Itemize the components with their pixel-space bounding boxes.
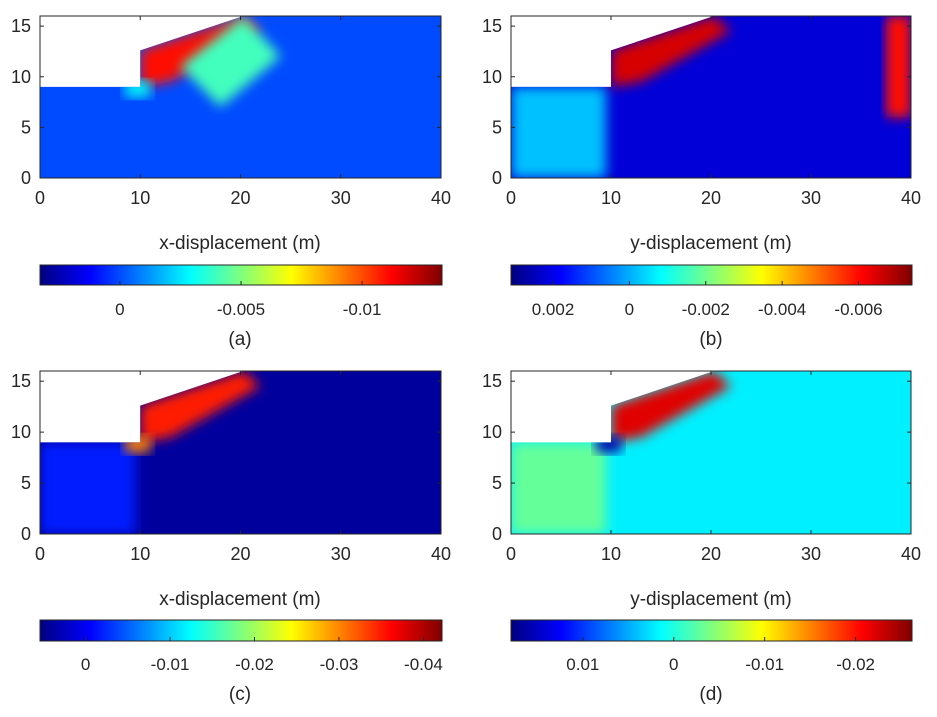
region-toe [125,80,151,97]
x-tick-label: 0 [506,544,516,564]
y-tick-label: 10 [482,67,502,87]
colorbar-tick-label: 0.002 [532,300,575,319]
panel-label: (c) [229,684,251,705]
panel-label: (b) [699,329,722,350]
panel-3: 0 10 20 30 40 0 5 10 15 y-displacement (m) 0.01 0 -0… [482,370,921,705]
panel-2: 0 10 20 30 40 0 5 10 15 x-displacement (m) 0 -0.01 -… [11,370,451,705]
colorbar-tick-label: -0.002 [682,300,730,319]
x-tick-label: 30 [801,544,821,564]
region-toe [125,436,151,453]
x-tick-label: 20 [230,544,250,564]
y-tick-label: 10 [11,67,31,87]
x-tick-label: 40 [901,188,921,208]
y-tick-label: 5 [21,473,31,493]
displacement-field [40,371,441,534]
x-tick-label: 30 [331,188,351,208]
x-tick-label: 40 [431,544,451,564]
y-tick-label: 0 [492,168,502,188]
colorbar [510,619,913,642]
colorbar-tick-label: -0.02 [235,655,274,674]
x-axis-label: y-displacement (m) [630,589,792,610]
colorbar-tick-label: -0.01 [343,300,382,319]
colorbar-tick-label: 0.01 [566,655,599,674]
y-tick-label: 5 [492,117,502,137]
x-tick-label: 0 [35,188,45,208]
colorbar [39,619,443,642]
x-tick-label: 40 [431,188,451,208]
colorbar-tick-label: -0.005 [217,300,265,319]
colorbar-tick-label: 0 [115,300,124,319]
y-tick-label: 0 [492,524,502,544]
panel-label: (a) [228,329,251,350]
x-tick-label: 20 [701,544,721,564]
x-tick-label: 40 [901,544,921,564]
panel-label: (d) [699,684,722,705]
colorbar-tick-label: -0.02 [836,655,875,674]
region-toe [596,436,621,453]
colorbar-tick-label: -0.03 [320,655,359,674]
displacement-field [40,16,441,178]
x-tick-label: 10 [601,188,621,208]
colorbar-tick-label: -0.01 [151,655,190,674]
x-tick-label: 20 [701,188,721,208]
y-tick-label: 10 [11,422,31,442]
x-tick-label: 10 [130,188,150,208]
colorbar-tick-label: -0.01 [745,655,784,674]
region-left-block [511,86,606,178]
colorbar-tick-label: -0.004 [758,300,806,319]
colorbar-tick-label: 0 [625,300,634,319]
x-tick-label: 0 [35,544,45,564]
x-tick-label: 10 [601,544,621,564]
y-tick-label: 10 [482,422,502,442]
x-tick-label: 20 [230,188,250,208]
x-tick-label: 10 [130,544,150,564]
y-tick-label: 15 [482,371,502,391]
panel-1: 0 10 20 30 40 0 5 10 15 y-displacement (m) 0.002 0 -… [482,15,921,350]
colorbar-tick-label: -0.006 [834,300,882,319]
region-right-edge [886,16,911,118]
region-left-block [40,442,136,534]
y-tick-label: 0 [21,524,31,544]
displacement-field [511,16,911,178]
region-slope-face [611,16,731,87]
colorbar-tick-label: 0 [81,655,90,674]
colorbar [510,264,913,286]
x-axis-label: x-displacement (m) [159,589,321,610]
region-slope-face [140,371,261,443]
region-crest [180,16,281,108]
y-tick-label: 15 [11,371,31,391]
panel-0: 0 10 20 30 40 0 5 10 15 x-displacement (m) 0 -0.005… [11,15,451,350]
x-tick-label: 0 [506,188,516,208]
y-tick-label: 15 [482,16,502,36]
x-axis-label: x-displacement (m) [159,233,321,254]
y-tick-label: 0 [21,168,31,188]
x-tick-label: 30 [801,188,821,208]
displacement-field [511,371,911,534]
region-slope-face [611,371,731,443]
x-tick-label: 30 [331,544,351,564]
y-tick-label: 5 [21,117,31,137]
y-tick-label: 5 [492,473,502,493]
colorbar-tick-label: -0.04 [404,655,443,674]
x-axis-label: y-displacement (m) [630,233,792,254]
region-left-block [511,442,606,534]
colorbar-tick-label: 0 [669,655,678,674]
y-tick-label: 15 [11,16,31,36]
